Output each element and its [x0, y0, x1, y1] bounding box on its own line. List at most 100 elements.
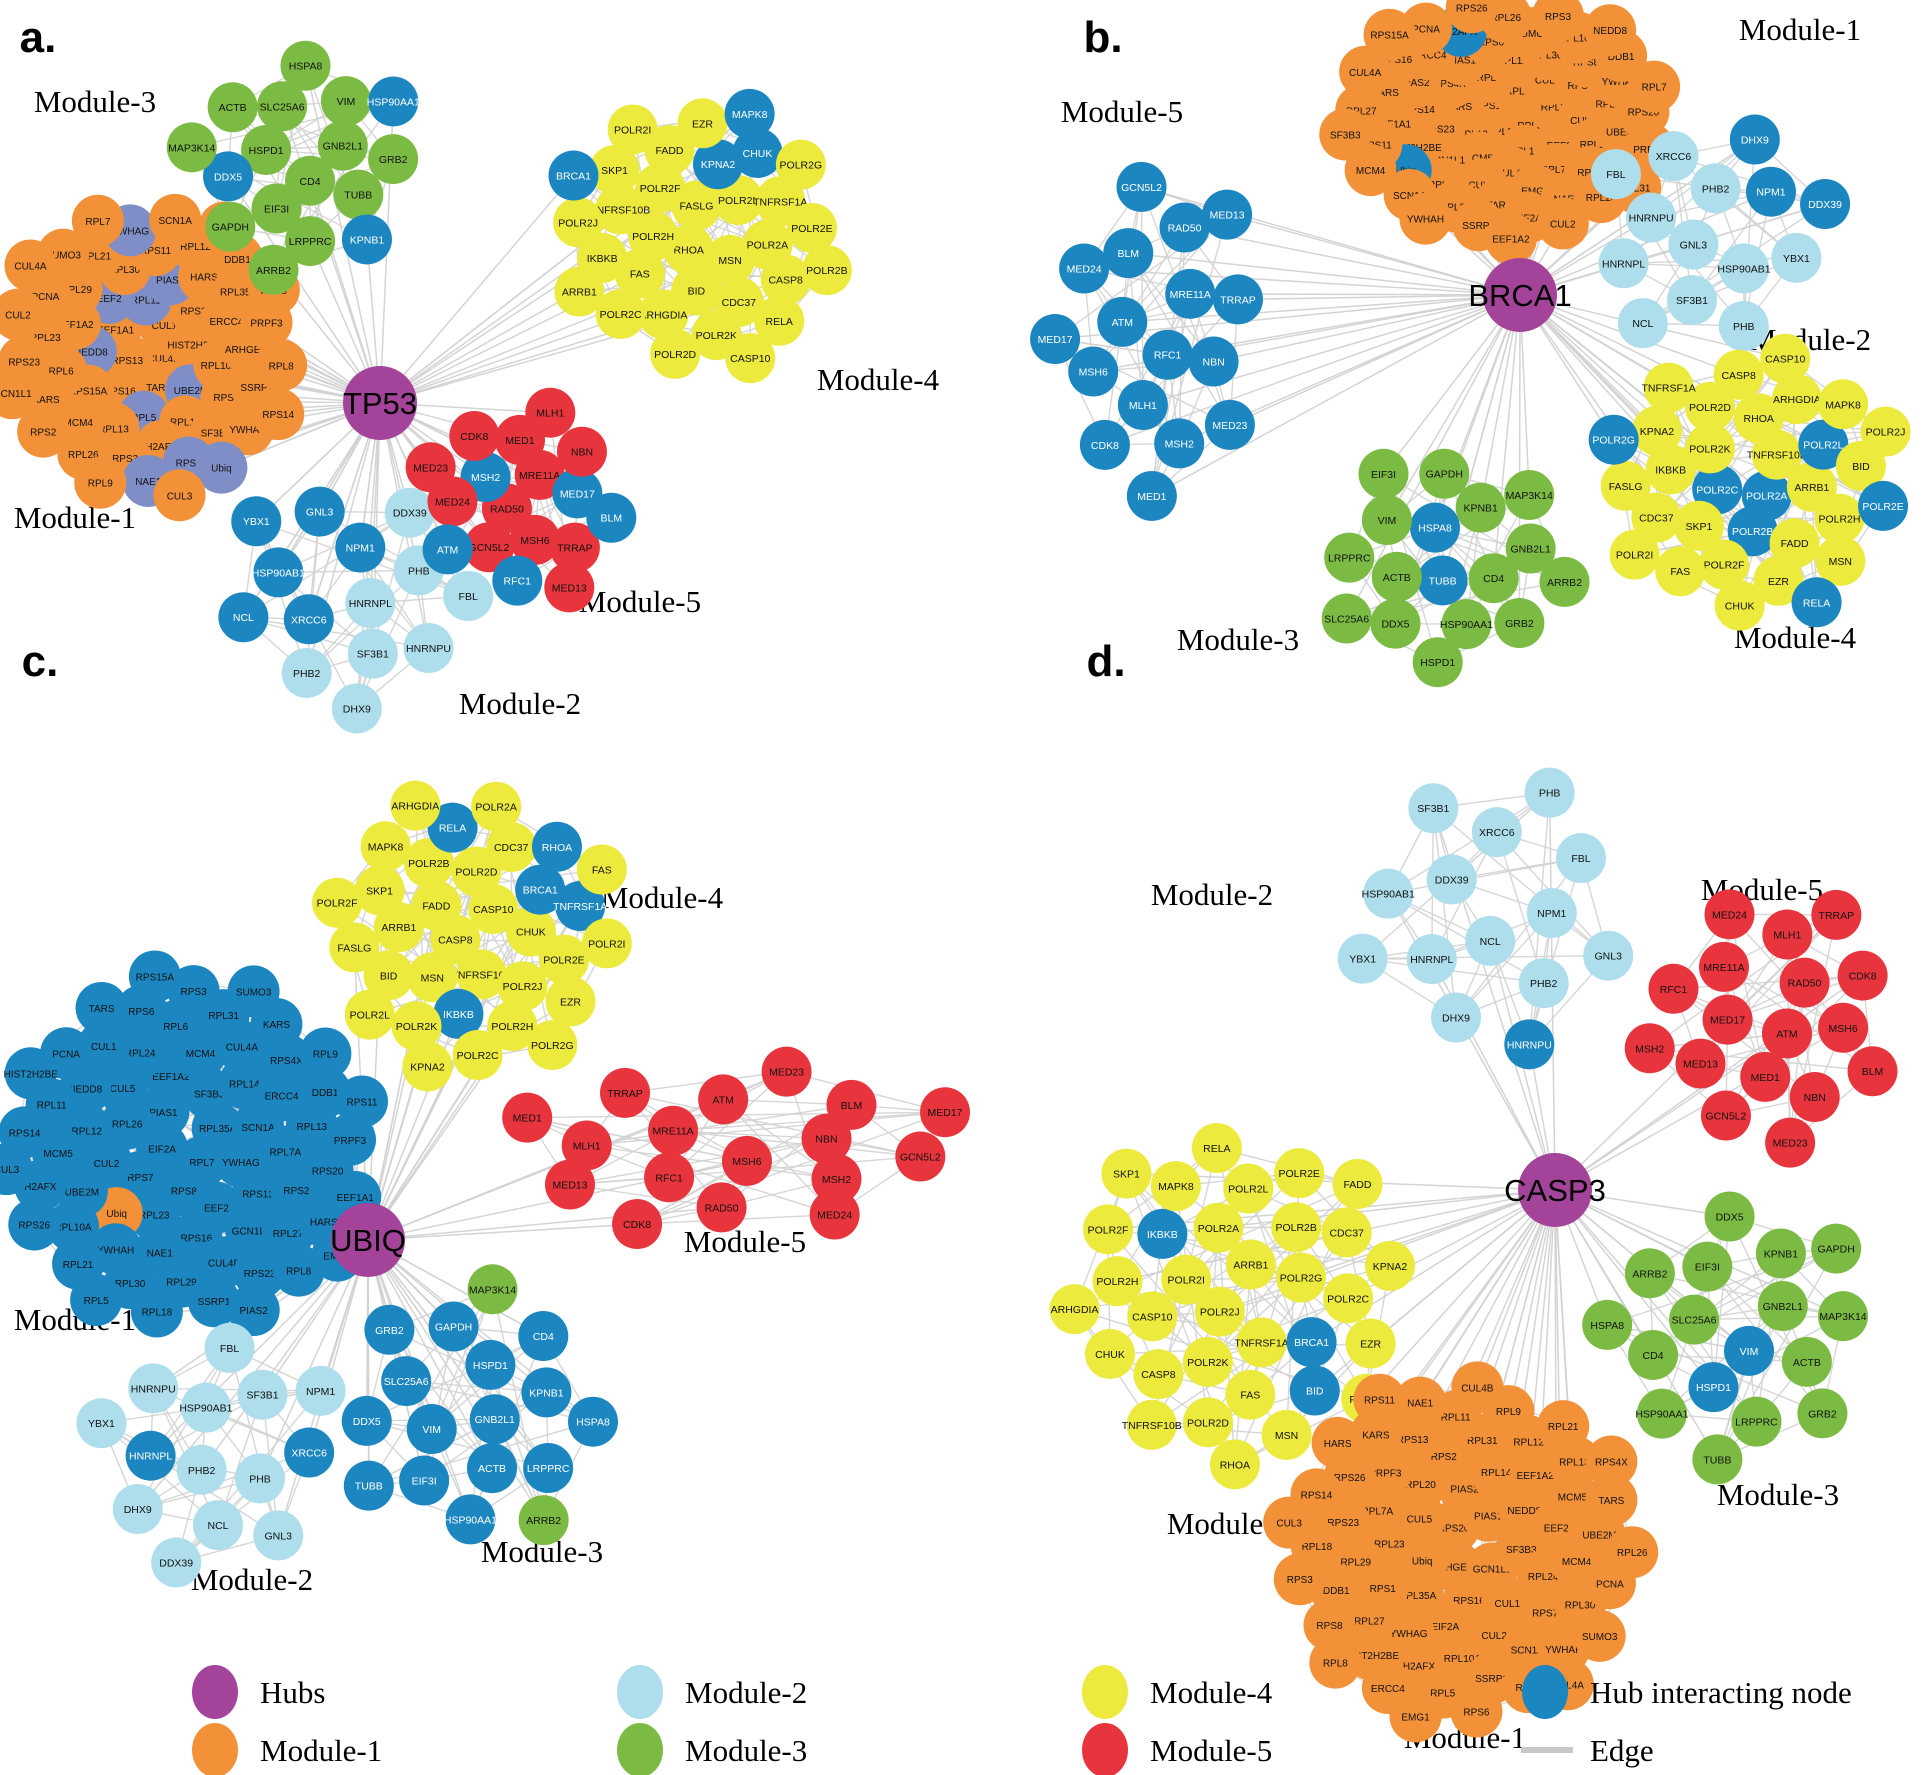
- hub-node: UBIQ: [330, 1203, 406, 1277]
- node: DDX39: [151, 1537, 202, 1588]
- gene-node-label: PHB2: [293, 668, 321, 680]
- gene-node-label: GRB2: [1505, 618, 1534, 630]
- node: POLR2G: [1588, 414, 1639, 465]
- node: TRRAP: [600, 1067, 651, 1118]
- gene-node-circle: [1319, 108, 1372, 161]
- node: RELA: [1191, 1122, 1242, 1173]
- node: LRPPRC: [285, 216, 336, 267]
- gene-node-label: GCN1L1: [1473, 1564, 1512, 1575]
- gene-node-label: RPL6: [1505, 87, 1530, 98]
- gene-node-label: CUL4B: [1461, 1383, 1494, 1394]
- module-label: Module-4: [601, 880, 724, 915]
- gene-node-circle: [761, 1046, 812, 1097]
- node: YBX1: [1771, 232, 1822, 283]
- gene-node-label: MAP3K14: [168, 142, 215, 154]
- gene-node-circle: [548, 150, 599, 201]
- gene-node-label: CUL3: [0, 1165, 20, 1176]
- node: GAPDH: [205, 201, 256, 252]
- gene-node-circle: [1636, 1388, 1687, 1439]
- node: KPNA2: [1364, 1240, 1415, 1291]
- node: GCN1L1: [0, 367, 39, 420]
- node: POLR2L: [1223, 1163, 1274, 1214]
- node: MSN: [1261, 1409, 1312, 1460]
- gene-node-label: RPL14: [1580, 140, 1611, 151]
- node: XRCC6: [1648, 131, 1699, 182]
- node: DDX5: [341, 1395, 392, 1446]
- gene-node-circle: [826, 1079, 877, 1130]
- node: VIM: [320, 76, 371, 127]
- node: CUL3: [153, 469, 206, 522]
- node: MED24: [809, 1189, 860, 1240]
- gene-node-label: BLM: [1862, 1066, 1884, 1078]
- node: MED13: [544, 562, 595, 613]
- gene-node-circle: [1468, 553, 1519, 604]
- gene-node-label: RPL5: [1430, 1689, 1455, 1700]
- gene-node-label: POLR2H: [1096, 1276, 1138, 1288]
- node: KPNB1: [341, 214, 392, 265]
- gene-node-circle: [1364, 1240, 1415, 1291]
- gene-node-label: GNB2L1: [475, 1414, 515, 1426]
- gene-node-label: ATM: [712, 1094, 733, 1106]
- gene-node-label: RPS23: [1327, 1518, 1359, 1529]
- gene-node-circle: [1450, 1685, 1503, 1738]
- node: RPS2: [17, 405, 70, 458]
- gene-node-label: RHOA: [1220, 1459, 1250, 1471]
- gene-node-label: MAPK8: [1825, 399, 1861, 411]
- gene-node-label: BRCA1: [523, 885, 558, 897]
- gene-node-label: VIM: [1740, 1346, 1759, 1358]
- gene-node-circle: [381, 1356, 432, 1407]
- gene-node-label: ARHGEF1: [225, 345, 273, 356]
- gene-node-circle: [1655, 546, 1706, 597]
- gene-node-circle: [405, 442, 456, 493]
- gene-node-label: HNRNPL: [1602, 258, 1645, 270]
- gene-node-circle: [1471, 807, 1522, 858]
- gene-node-label: TNFRSF1A: [553, 901, 607, 913]
- gene-node-circle: [544, 1159, 595, 1210]
- gene-node-label: GAPDH: [1426, 469, 1463, 481]
- gene-node-label: PCNA: [1412, 25, 1440, 36]
- node: FASLG: [1600, 460, 1651, 511]
- gene-node-label: CUL4A: [1552, 1680, 1585, 1691]
- gene-node-label: RPS16: [1380, 55, 1412, 66]
- gene-node-circle: [555, 881, 606, 932]
- gene-node-label: BRCA1: [1294, 1337, 1329, 1349]
- gene-node-circle: [1212, 274, 1263, 325]
- gene-node-label: BID: [1306, 1386, 1324, 1398]
- gene-node-label: RPS26: [18, 1221, 50, 1232]
- gene-node-circle: [257, 81, 308, 132]
- node: RFC1: [644, 1152, 695, 1203]
- gene-node-label: RPS4X: [1433, 79, 1466, 90]
- node: MED17: [920, 1087, 971, 1138]
- gene-node-label: RPL24: [1586, 193, 1617, 204]
- gene-node-label: NBN: [571, 447, 593, 459]
- gene-node-circle: [1339, 45, 1392, 98]
- node: NAE1: [1394, 1376, 1447, 1429]
- node: RPL8: [1309, 1636, 1362, 1689]
- gene-node-label: HSPD1: [1696, 1382, 1731, 1394]
- node: CD4: [518, 1311, 569, 1362]
- gene-node-label: NCL: [233, 612, 254, 624]
- gene-node-label: LRPPRC: [1328, 553, 1371, 565]
- gene-node-label: POLR2I: [614, 124, 651, 136]
- gene-node-label: RPS26: [1456, 3, 1488, 14]
- node: RPS3: [1273, 1553, 1326, 1606]
- gene-node-circle: [1406, 934, 1457, 985]
- gene-node-label: MLH1: [536, 408, 564, 420]
- gene-node-label: CASP8: [1141, 1369, 1176, 1381]
- gene-node-circle: [1353, 1373, 1406, 1426]
- gene-node-circle: [502, 1092, 553, 1143]
- hub-circle: [331, 1203, 405, 1277]
- gene-node-circle: [1582, 1299, 1633, 1350]
- edge: [1234, 1264, 1252, 1465]
- gene-node-circle: [1733, 393, 1784, 444]
- gene-node-label: MED1: [1137, 491, 1166, 503]
- gene-node-circle: [544, 562, 595, 613]
- gene-node-label: BRCA1: [556, 171, 591, 183]
- gene-node-label: EZR: [1360, 1338, 1381, 1350]
- gene-node-circle: [320, 76, 371, 127]
- gene-node-label: POLR2H: [632, 231, 674, 243]
- node: RELA: [754, 295, 805, 346]
- gene-node-circle: [1409, 502, 1460, 553]
- gene-node-label: EMG1: [1521, 187, 1550, 198]
- gene-node-circle: [151, 1537, 202, 1588]
